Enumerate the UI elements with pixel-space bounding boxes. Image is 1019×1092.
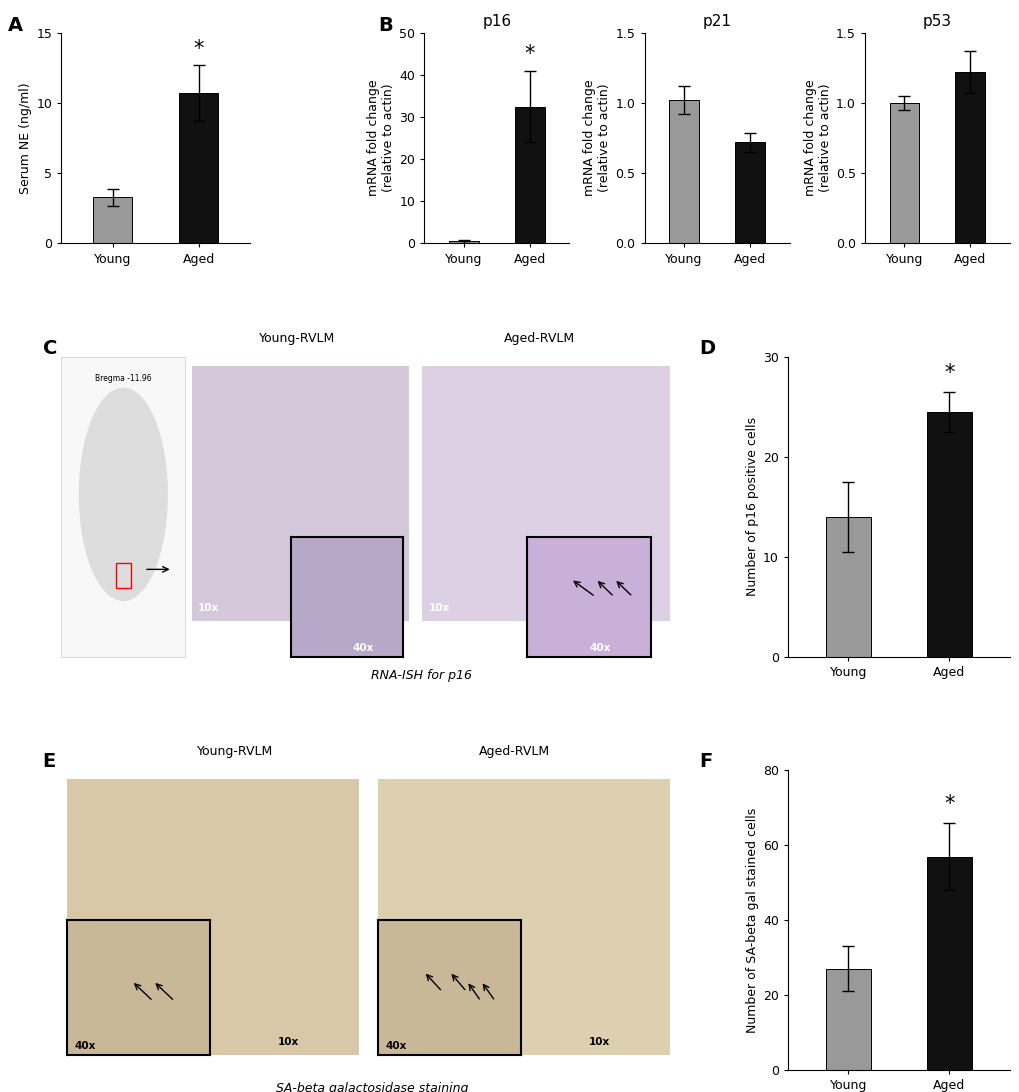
Bar	[448, 241, 478, 244]
Bar	[889, 103, 918, 244]
Bar	[735, 142, 764, 244]
Y-axis label: Number of SA-beta gal stained cells: Number of SA-beta gal stained cells	[745, 808, 758, 1033]
Text: Young-RVLM: Young-RVLM	[197, 746, 273, 758]
Bar	[825, 517, 870, 656]
Text: RNA-ISH for p16: RNA-ISH for p16	[371, 668, 472, 681]
Y-axis label: mRNA fold change
(relative to actin): mRNA fold change (relative to actin)	[367, 80, 394, 197]
Text: E: E	[43, 752, 56, 771]
Text: *: *	[944, 363, 954, 383]
Bar	[825, 969, 870, 1070]
Bar	[668, 100, 698, 244]
Title: p16: p16	[482, 14, 511, 28]
Bar	[179, 93, 218, 244]
Bar	[94, 198, 131, 244]
Text: A: A	[8, 16, 23, 35]
Y-axis label: mRNA fold change
(relative to actin): mRNA fold change (relative to actin)	[583, 80, 610, 197]
Bar	[515, 107, 544, 244]
Text: D: D	[698, 339, 714, 358]
Title: p53: p53	[922, 14, 951, 28]
Text: B: B	[378, 16, 392, 35]
Bar	[925, 412, 971, 656]
Text: F: F	[698, 752, 711, 771]
Text: SA-beta galactosidase staining: SA-beta galactosidase staining	[275, 1082, 468, 1092]
Text: Young-RVLM: Young-RVLM	[259, 332, 335, 345]
Text: *: *	[194, 38, 204, 59]
Text: *: *	[524, 45, 534, 64]
Bar	[925, 856, 971, 1070]
Text: Aged-RVLM: Aged-RVLM	[503, 332, 575, 345]
Y-axis label: mRNA fold change
(relative to actin): mRNA fold change (relative to actin)	[803, 80, 830, 197]
Bar	[955, 72, 984, 244]
Text: Aged-RVLM: Aged-RVLM	[479, 746, 550, 758]
Title: p21: p21	[702, 14, 731, 28]
Y-axis label: Serum NE (ng/ml): Serum NE (ng/ml)	[19, 82, 33, 194]
Text: C: C	[43, 339, 57, 358]
Y-axis label: Number of p16 positive cells: Number of p16 positive cells	[745, 417, 758, 596]
Text: *: *	[944, 794, 954, 814]
